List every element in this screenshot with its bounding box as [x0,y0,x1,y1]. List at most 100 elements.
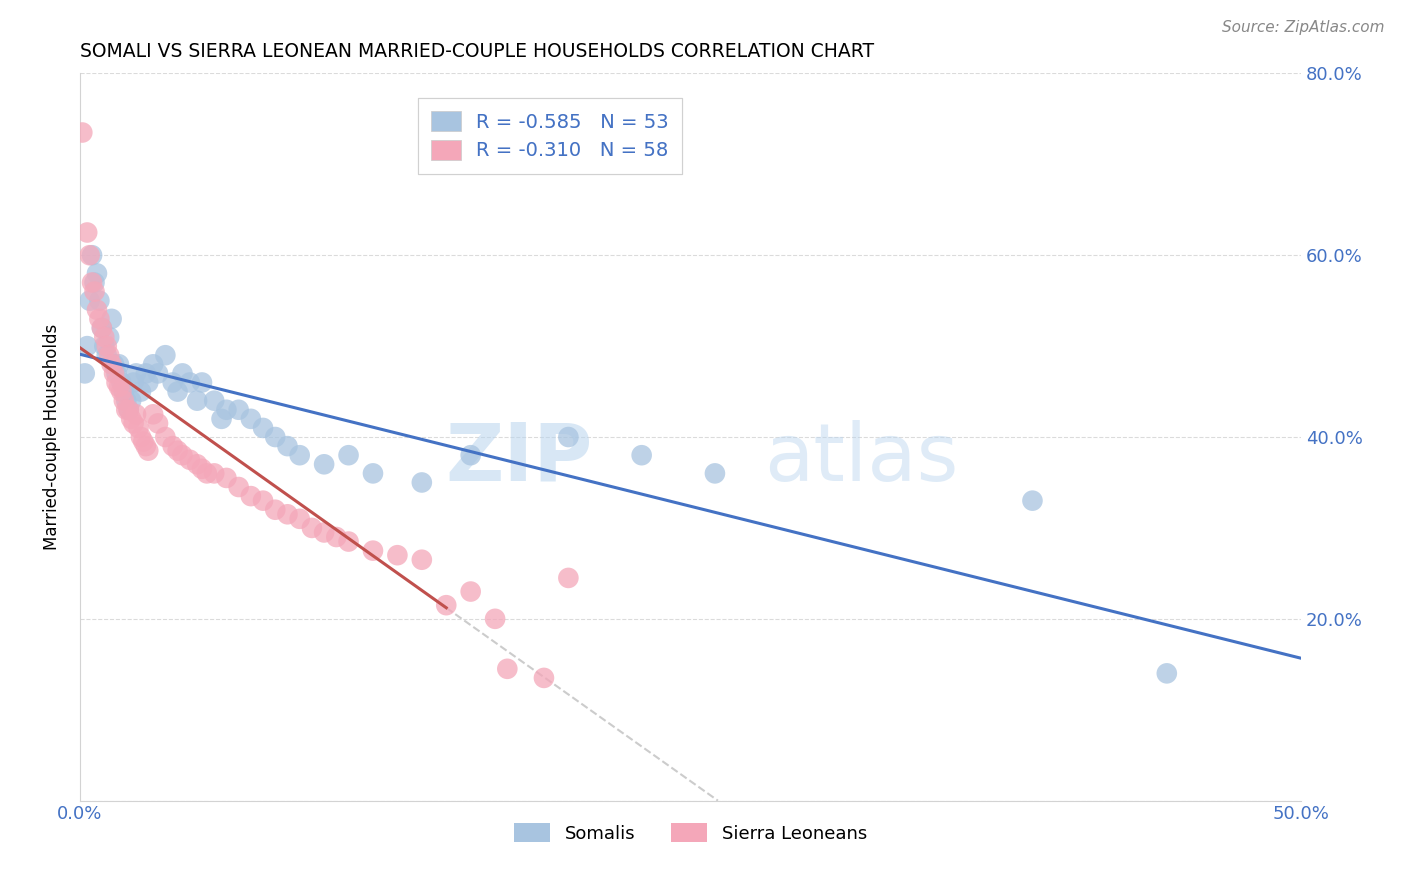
Point [120,393,142,408]
Point [89,293,111,308]
Point [252,493,274,508]
Point [337,534,360,549]
Point [103,357,125,371]
Point [484,612,506,626]
Point [533,671,555,685]
Point [90,321,112,335]
Point [215,402,238,417]
Point [276,508,298,522]
Point [361,543,384,558]
Point [89,311,111,326]
Point [110,384,132,399]
Point [186,393,208,408]
Point [129,430,152,444]
Point [630,448,652,462]
Point [239,489,262,503]
Point [79,293,101,308]
Point [76,339,98,353]
Point [288,512,311,526]
Point [96,348,118,362]
Point [337,448,360,462]
Point [98,330,121,344]
Point [136,443,159,458]
Point [105,376,128,390]
Point [93,330,115,344]
Text: Source: ZipAtlas.com: Source: ZipAtlas.com [1222,20,1385,35]
Point [129,384,152,399]
Point [202,467,225,481]
Point [96,339,118,353]
Point [73,367,96,381]
Point [162,376,184,390]
Point [172,448,194,462]
Text: atlas: atlas [763,420,957,498]
Point [80,276,103,290]
Point [90,321,112,335]
Point [112,393,135,408]
Point [276,439,298,453]
Point [460,448,482,462]
Point [118,402,141,417]
Point [105,367,128,381]
Point [1021,493,1043,508]
Point [98,348,121,362]
Point [83,285,105,299]
Point [125,367,148,381]
Point [125,407,148,421]
Point [195,467,218,481]
Point [135,439,157,453]
Point [411,553,433,567]
Point [215,471,238,485]
Point [72,126,94,140]
Point [557,571,579,585]
Point [166,384,188,399]
Point [314,525,336,540]
Point [202,393,225,408]
Point [301,521,323,535]
Text: SOMALI VS SIERRA LEONEAN MARRIED-COUPLE HOUSEHOLDS CORRELATION CHART: SOMALI VS SIERRA LEONEAN MARRIED-COUPLE … [80,42,875,61]
Point [460,584,482,599]
Text: ZIP: ZIP [446,420,593,498]
Point [100,357,122,371]
Point [79,248,101,262]
Point [264,430,287,444]
Point [239,412,262,426]
Point [122,417,145,431]
Point [142,357,165,371]
Legend: R = -0.585   N = 53, R = -0.310   N = 58: R = -0.585 N = 53, R = -0.310 N = 58 [418,98,682,174]
Point [387,548,409,562]
Point [108,357,131,371]
Point [314,458,336,472]
Point [228,402,250,417]
Point [172,367,194,381]
Point [118,402,141,417]
Point [186,458,208,472]
Point [361,467,384,481]
Point [115,393,138,408]
Point [83,276,105,290]
Point [86,302,108,317]
Point [162,439,184,453]
Point [264,502,287,516]
Point [136,376,159,390]
Point [93,339,115,353]
Point [191,376,214,390]
Point [179,452,201,467]
Point [1156,666,1178,681]
Y-axis label: Married-couple Households: Married-couple Households [44,324,60,550]
Point [325,530,347,544]
Point [179,376,201,390]
Point [115,402,138,417]
Point [166,443,188,458]
Point [142,407,165,421]
Point [110,376,132,390]
Point [557,430,579,444]
Point [122,376,145,390]
Point [112,384,135,399]
Point [211,412,233,426]
Point [108,380,131,394]
Point [100,311,122,326]
Point [288,448,311,462]
Point [191,462,214,476]
Point [128,421,150,435]
